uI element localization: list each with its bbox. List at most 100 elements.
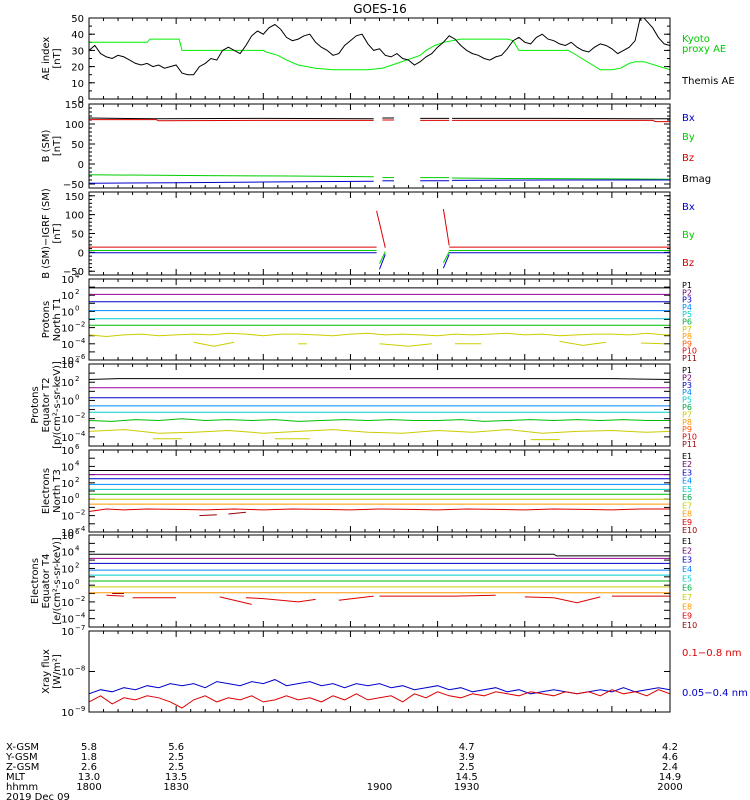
y-tick-label: 10 xyxy=(61,598,74,609)
series-line-p9 xyxy=(640,342,665,345)
orbit-row-label: Y-GSM xyxy=(5,752,38,763)
orbit-row-label: X-GSM xyxy=(6,742,39,753)
series-line-e9 xyxy=(524,596,601,604)
series-line-bx xyxy=(89,180,374,184)
y-axis-label: B (SM) xyxy=(41,129,52,162)
orbit-row-label: 2019 Dec 09 xyxy=(6,792,70,800)
orbit-value: 2.5 xyxy=(168,762,184,773)
y-tick-exponent: −2 xyxy=(75,321,85,329)
y-tick-label: 10 xyxy=(61,564,74,575)
y-tick-exponent: −6 xyxy=(75,353,86,361)
y-tick-label: 10 xyxy=(61,433,74,444)
y-tick-label: −50 xyxy=(63,180,84,191)
y-tick-exponent: 2 xyxy=(75,476,79,484)
orbit-value: 13.0 xyxy=(78,772,100,783)
orbit-value: 2000 xyxy=(657,782,682,793)
legend-entry: P3 xyxy=(682,381,692,390)
panel-frame xyxy=(88,449,671,533)
panel-frame xyxy=(88,278,671,361)
y-tick-label: 10 xyxy=(61,356,74,367)
y-tick-exponent: 4 xyxy=(75,459,80,467)
y-tick-exponent: 4 xyxy=(75,545,80,553)
y-axis-label: North T3 xyxy=(52,469,63,513)
legend-entry: P7 xyxy=(682,325,692,334)
orbit-row-label: Z-GSM xyxy=(6,762,39,773)
legend-entry: P3 xyxy=(682,296,692,305)
y-tick-label: 10 xyxy=(61,360,74,371)
legend-entry: By xyxy=(682,230,695,241)
panel-bigrf: −50 0 50 100 150 B (SM)−IGRF (SM) [nT] Bx By Bz xyxy=(41,188,695,279)
series-line-e10 xyxy=(199,514,217,517)
orbit-value: 4.6 xyxy=(662,752,678,763)
orbit-value: 1930 xyxy=(454,782,479,793)
y-tick-exponent: −2 xyxy=(75,412,85,420)
legend-entry: E2 xyxy=(682,460,692,469)
series-line-p6 xyxy=(89,418,670,422)
series-line-bmag xyxy=(89,117,374,120)
series-group xyxy=(89,470,670,517)
series-line-0-05-0-4-nm xyxy=(89,679,670,695)
legend-entry: Themis AE xyxy=(681,76,735,87)
y-tick-label: 20 xyxy=(71,63,84,74)
y-tick-exponent: 6 xyxy=(75,443,80,451)
orbit-value: 13.5 xyxy=(165,772,187,783)
series-line-e10 xyxy=(228,511,246,515)
y-tick-exponent: −8 xyxy=(75,665,85,673)
legend-entry: P4 xyxy=(682,388,692,397)
legend-entry: Bz xyxy=(682,153,694,164)
orbit-value: 5.8 xyxy=(81,742,97,753)
y-axis-label: [nT] xyxy=(52,48,63,68)
y-tick-label: 10 xyxy=(61,446,74,457)
orbit-value: 14.9 xyxy=(659,772,681,783)
legend-entry: P11 xyxy=(682,354,697,363)
y-axis-label: Protons xyxy=(41,301,52,338)
series-line-p1 xyxy=(89,378,670,380)
y-tick-label: 10 xyxy=(61,528,74,539)
legend-entry: P4 xyxy=(682,303,692,312)
legend-entry: Bmag xyxy=(682,174,711,185)
panel-frame xyxy=(88,363,671,447)
legend-entry: P9 xyxy=(682,425,692,434)
series-line-e9 xyxy=(219,596,252,605)
legend-entry: E6 xyxy=(682,493,692,502)
y-tick-label: 0 xyxy=(78,160,84,171)
series-line-bz xyxy=(376,210,386,248)
legend-entry: E1 xyxy=(682,537,692,546)
legend-entry: P7 xyxy=(682,410,692,419)
orbit-value: 4.2 xyxy=(662,742,678,753)
panel-frame xyxy=(88,103,671,189)
legend-entry: By xyxy=(682,132,695,143)
y-tick-exponent: 4 xyxy=(75,357,80,365)
panel-frame xyxy=(88,534,671,628)
y-tick-label: 10 xyxy=(61,581,74,592)
orbit-row-label: MLT xyxy=(6,772,26,783)
y-tick-label: 0 xyxy=(78,95,84,106)
y-tick-label: 0 xyxy=(78,248,84,259)
series-group xyxy=(89,553,670,605)
y-tick-label: 50 xyxy=(71,230,84,241)
y-tick-label: 40 xyxy=(71,30,84,41)
legend-entry: Kyoto xyxy=(682,34,710,45)
legend-entry: 0.05−0.4 nm xyxy=(682,688,748,699)
legend-entry: E5 xyxy=(682,574,692,583)
legend-entry: Bx xyxy=(682,113,695,124)
y-tick-label: 10 xyxy=(61,291,74,302)
y-tick-label: 10 xyxy=(61,479,74,490)
y-axis-label: B (SM)−IGRF (SM) xyxy=(41,188,52,279)
legend-entry: P10 xyxy=(682,433,697,442)
y-tick-label: 10 xyxy=(71,79,84,90)
panel-frame xyxy=(88,191,671,276)
series-group xyxy=(89,117,670,184)
legend-entry: P10 xyxy=(682,347,697,356)
legend-entry: E9 xyxy=(682,518,692,527)
series-line-by xyxy=(89,174,374,178)
y-tick-label: −50 xyxy=(63,267,84,278)
y-tick-label: 10 xyxy=(61,708,74,719)
series-group xyxy=(89,287,670,347)
series-line-0-1-0-8-nm xyxy=(89,689,670,709)
y-tick-label: 50 xyxy=(71,140,84,151)
